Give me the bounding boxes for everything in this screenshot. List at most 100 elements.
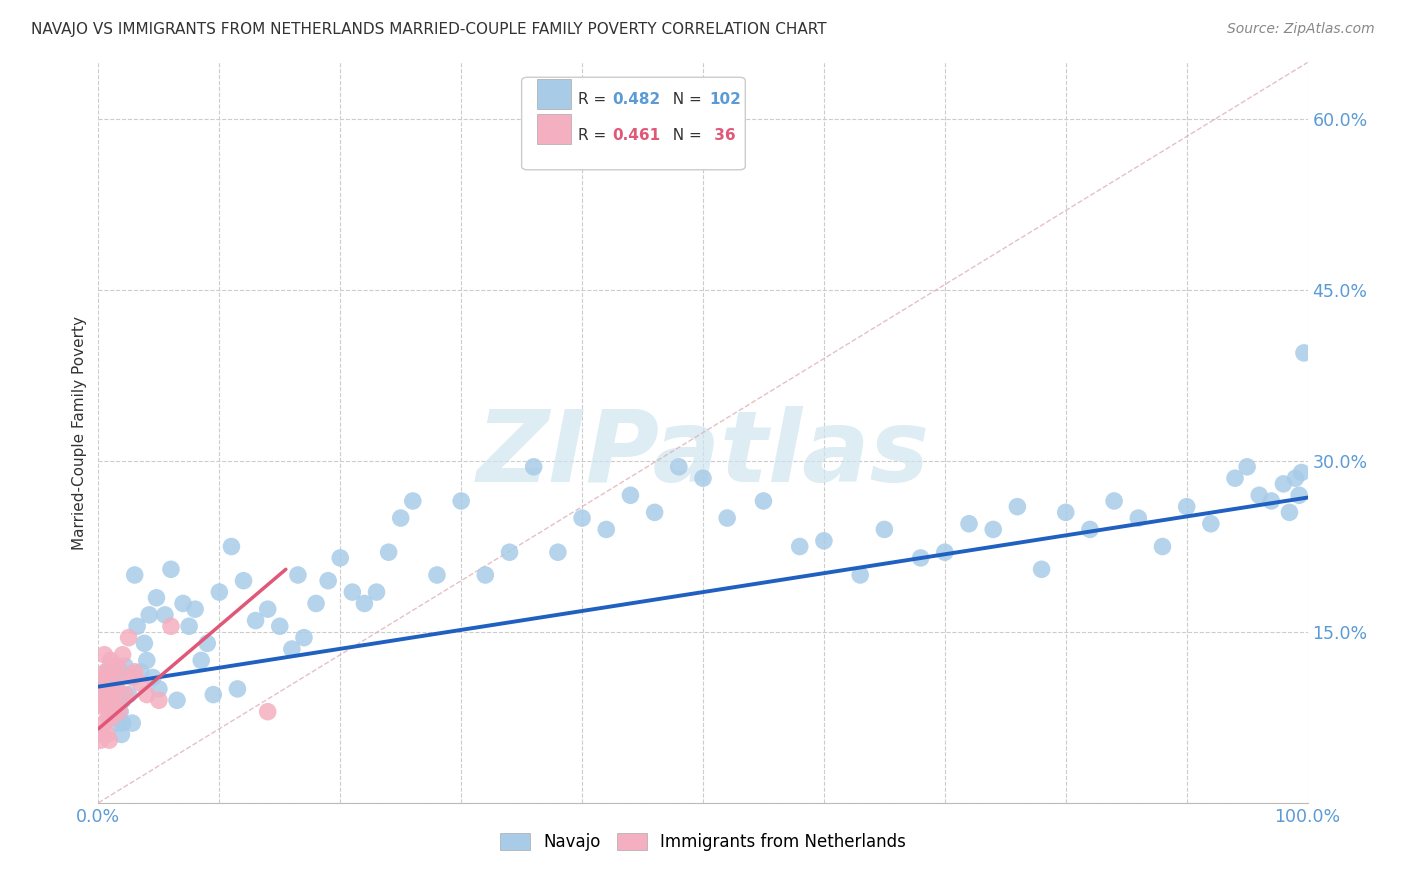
Point xyxy=(692,471,714,485)
Point xyxy=(179,619,201,633)
Point xyxy=(107,659,129,673)
Point xyxy=(100,710,122,724)
Point xyxy=(195,636,218,650)
Point xyxy=(118,688,141,702)
Text: ZIPatlas: ZIPatlas xyxy=(477,407,929,503)
Text: 0.461: 0.461 xyxy=(613,128,661,143)
Point xyxy=(1236,459,1258,474)
Point xyxy=(114,688,136,702)
Point xyxy=(100,688,122,702)
Point xyxy=(619,488,641,502)
Text: R =: R = xyxy=(578,92,612,107)
FancyBboxPatch shape xyxy=(537,79,571,109)
Point xyxy=(101,705,124,719)
FancyBboxPatch shape xyxy=(537,114,571,144)
Point xyxy=(91,671,114,685)
Point xyxy=(934,545,956,559)
Point xyxy=(450,494,472,508)
Point xyxy=(108,688,131,702)
Point xyxy=(127,619,149,633)
Point xyxy=(101,688,124,702)
Point xyxy=(184,602,207,616)
Point xyxy=(124,665,146,679)
Point xyxy=(103,659,125,673)
Point xyxy=(100,688,122,702)
Point xyxy=(105,698,128,713)
FancyBboxPatch shape xyxy=(522,78,745,169)
Point xyxy=(100,698,122,713)
Point xyxy=(108,671,131,685)
Point xyxy=(101,676,124,690)
Point xyxy=(100,653,122,667)
Point xyxy=(129,676,152,690)
Point xyxy=(98,733,121,747)
Text: Source: ZipAtlas.com: Source: ZipAtlas.com xyxy=(1227,22,1375,37)
Point xyxy=(305,597,328,611)
Point xyxy=(910,550,932,565)
Point xyxy=(135,653,157,667)
Point xyxy=(166,693,188,707)
Point xyxy=(134,636,156,650)
Point xyxy=(105,681,128,696)
Point xyxy=(402,494,425,508)
Point xyxy=(1249,488,1271,502)
Point xyxy=(342,585,364,599)
Point xyxy=(547,545,569,559)
Point xyxy=(292,631,315,645)
Point xyxy=(789,540,811,554)
Point xyxy=(129,665,152,679)
Point xyxy=(96,665,118,679)
Y-axis label: Married-Couple Family Poverty: Married-Couple Family Poverty xyxy=(72,316,87,549)
Point xyxy=(91,698,114,713)
Point xyxy=(377,545,399,559)
Point xyxy=(114,659,136,673)
Point xyxy=(287,568,309,582)
Point xyxy=(105,681,128,696)
Point xyxy=(138,607,160,622)
Point xyxy=(142,671,165,685)
Point xyxy=(1128,511,1150,525)
Point xyxy=(1007,500,1029,514)
Point xyxy=(1284,471,1306,485)
Point xyxy=(353,597,375,611)
Point xyxy=(316,574,339,588)
Point xyxy=(91,688,114,702)
Point xyxy=(91,727,114,741)
Point xyxy=(873,523,896,537)
Point xyxy=(644,505,666,519)
Point xyxy=(813,533,835,548)
Point xyxy=(329,550,352,565)
Point xyxy=(1054,505,1077,519)
Point xyxy=(981,523,1004,537)
Point xyxy=(1292,346,1315,360)
Point xyxy=(1291,466,1313,480)
Point xyxy=(93,676,115,690)
Point xyxy=(523,459,546,474)
Text: R =: R = xyxy=(578,128,612,143)
Point xyxy=(94,688,117,702)
Text: 0.482: 0.482 xyxy=(613,92,661,107)
Point xyxy=(93,716,115,731)
Point xyxy=(93,681,115,696)
Point xyxy=(1078,523,1101,537)
Point xyxy=(111,648,134,662)
Point xyxy=(121,716,143,731)
Point xyxy=(849,568,872,582)
Point xyxy=(957,516,980,531)
Point xyxy=(148,681,170,696)
Point xyxy=(96,688,118,702)
Point xyxy=(108,705,131,719)
Point xyxy=(595,523,617,537)
Point xyxy=(668,459,690,474)
Point xyxy=(1288,488,1310,502)
Point xyxy=(145,591,167,605)
Text: 102: 102 xyxy=(709,92,741,107)
Point xyxy=(256,705,278,719)
Point xyxy=(474,568,496,582)
Point xyxy=(245,614,267,628)
Point xyxy=(94,698,117,713)
Point xyxy=(111,716,134,731)
Point xyxy=(256,602,278,616)
Text: 36: 36 xyxy=(709,128,735,143)
Point xyxy=(498,545,520,559)
